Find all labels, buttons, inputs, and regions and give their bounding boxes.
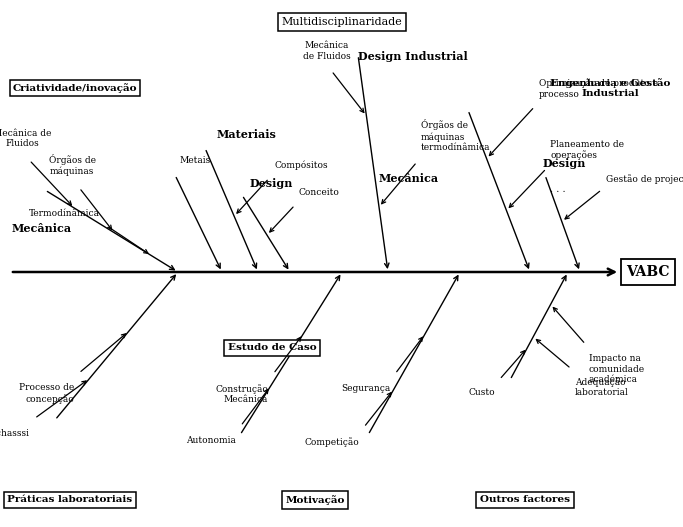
Text: Metais: Metais bbox=[180, 156, 211, 165]
Text: Motivação: Motivação bbox=[285, 495, 345, 505]
Text: VABC: VABC bbox=[626, 265, 670, 279]
Text: Multidisciplinaridade: Multidisciplinaridade bbox=[281, 17, 402, 27]
Text: Segurança: Segurança bbox=[341, 384, 390, 393]
Text: Órgãos de
máquinas: Órgãos de máquinas bbox=[48, 154, 96, 175]
Text: Mecânica: Mecânica bbox=[378, 173, 438, 184]
Text: Mecânica de
Fluidos: Mecânica de Fluidos bbox=[0, 129, 51, 148]
Text: Planeamento de
operações: Planeamento de operações bbox=[550, 140, 624, 160]
Text: Mecânica: Mecânica bbox=[12, 222, 72, 233]
Text: Impacto na
comunidade
académica: Impacto na comunidade académica bbox=[589, 354, 645, 384]
Text: Outros factores: Outros factores bbox=[480, 495, 570, 504]
Text: Processo de
concepção: Processo de concepção bbox=[18, 383, 74, 404]
Text: Design Industrial: Design Industrial bbox=[358, 51, 468, 62]
Text: Optimização de produto e
processo: Optimização de produto e processo bbox=[539, 79, 658, 99]
Text: Mecânica
de Fluidos: Mecânica de Fluidos bbox=[303, 41, 350, 61]
Text: Design: Design bbox=[543, 158, 587, 169]
Text: Construção do chasssi: Construção do chasssi bbox=[0, 428, 29, 438]
Text: Autonomia: Autonomia bbox=[186, 436, 236, 445]
Text: Criatividade/inovação: Criatividade/inovação bbox=[13, 83, 137, 93]
Text: Práticas laboratoriais: Práticas laboratoriais bbox=[8, 495, 133, 504]
Text: Conceito: Conceito bbox=[299, 188, 340, 197]
Text: Custo: Custo bbox=[469, 387, 495, 397]
Text: Adequação
laboratorial: Adequação laboratorial bbox=[575, 377, 629, 397]
Text: Termodínâmica: Termodínâmica bbox=[29, 209, 100, 218]
Text: Órgãos de
máquinas
termodínâmica: Órgãos de máquinas termodínâmica bbox=[421, 120, 490, 152]
Text: Materiais: Materiais bbox=[217, 129, 277, 140]
Text: Estudo de Caso: Estudo de Caso bbox=[227, 344, 316, 353]
Text: . . .: . . . bbox=[550, 185, 566, 194]
Text: Gestão de projecto: Gestão de projecto bbox=[606, 174, 683, 183]
Text: Compósitos: Compósitos bbox=[274, 161, 328, 170]
Text: Engenharia e Gestão
Industrial: Engenharia e Gestão Industrial bbox=[550, 78, 670, 98]
Text: Design: Design bbox=[250, 178, 294, 189]
Text: Construção
Mecânica: Construção Mecânica bbox=[215, 384, 268, 404]
Text: Competição: Competição bbox=[304, 437, 359, 447]
